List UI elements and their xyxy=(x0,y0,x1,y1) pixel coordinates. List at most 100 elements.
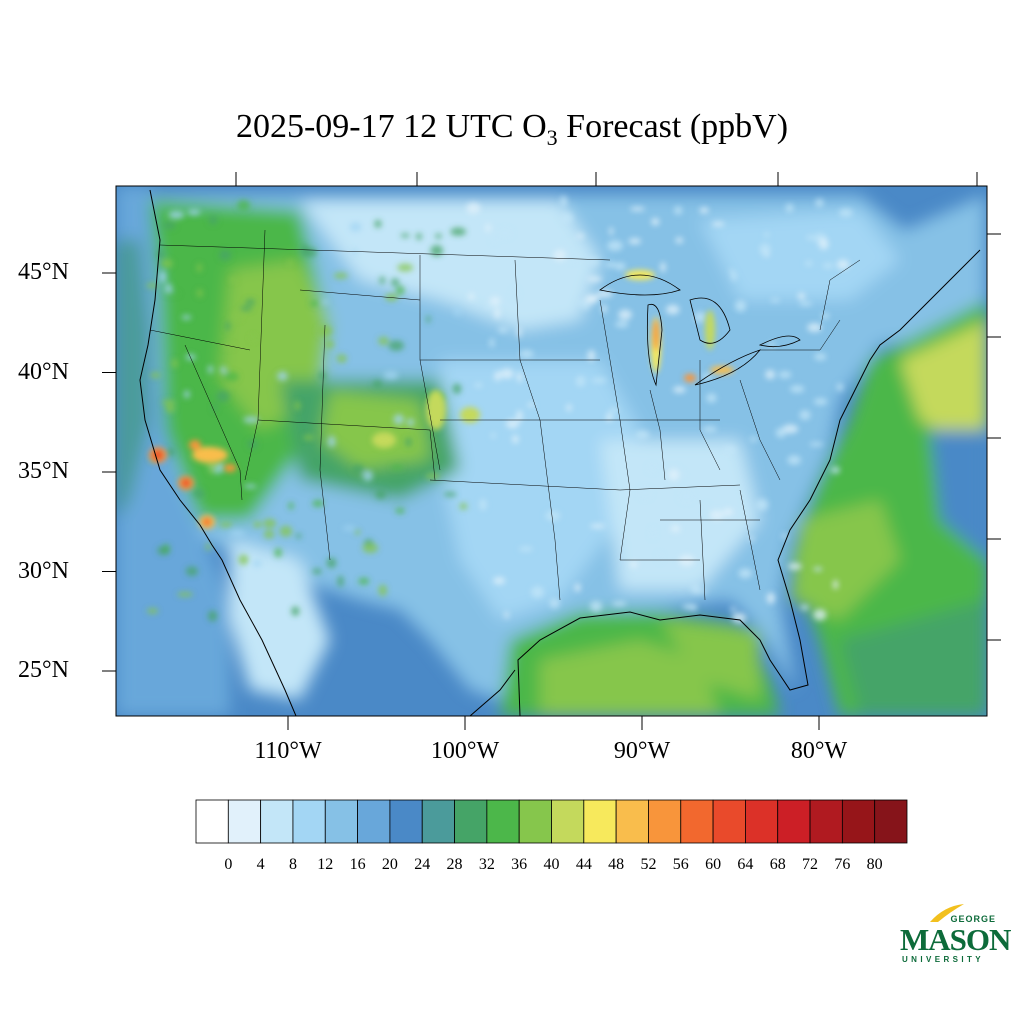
speckle xyxy=(220,366,227,374)
speckle xyxy=(162,221,176,230)
speckle xyxy=(672,386,686,393)
speckle xyxy=(185,566,198,577)
speckle xyxy=(157,546,170,556)
speckle xyxy=(575,299,590,305)
lat-label: 40°N xyxy=(18,358,69,385)
speckle xyxy=(263,529,275,539)
speckle xyxy=(443,492,457,497)
speckle xyxy=(574,583,581,593)
speckle xyxy=(489,338,495,348)
colorbar-tick-label: 28 xyxy=(446,856,463,873)
speckle xyxy=(493,576,506,585)
speckle xyxy=(782,532,787,541)
logo-main-text: MASON xyxy=(900,922,1011,957)
speckle xyxy=(385,293,398,302)
speckle xyxy=(832,579,839,590)
speckle xyxy=(628,238,642,245)
colorbar-tick-label: 40 xyxy=(543,856,560,873)
speckle xyxy=(336,354,347,363)
colorbar-tick-label: 24 xyxy=(414,856,431,873)
speckle xyxy=(635,430,650,439)
speckle xyxy=(196,263,202,273)
speckle xyxy=(519,349,534,358)
speckle xyxy=(730,271,737,282)
speckle xyxy=(809,442,824,447)
speckle xyxy=(312,499,324,508)
speckle xyxy=(383,370,399,380)
speckle xyxy=(231,312,242,321)
speckle xyxy=(379,276,385,285)
speckle xyxy=(309,300,319,307)
speckle xyxy=(759,243,771,256)
great-lakes xyxy=(599,274,801,387)
speckle xyxy=(516,410,523,422)
speckle xyxy=(395,507,405,514)
speckle xyxy=(494,371,501,382)
speckle xyxy=(405,437,412,448)
speckle xyxy=(587,349,596,362)
speckle xyxy=(161,259,173,268)
colorbar-tick-label: 12 xyxy=(317,856,334,873)
speckle xyxy=(372,380,383,388)
speckle xyxy=(416,233,422,241)
colorbar-tick-label: 44 xyxy=(575,856,592,873)
gmu-logo: GEORGE MASON UNIVERSITY xyxy=(898,902,1011,968)
speckle xyxy=(566,403,572,412)
colorbar-tick-label: 80 xyxy=(866,856,883,873)
speckle xyxy=(815,198,824,208)
speckle xyxy=(695,589,708,594)
lon-label: 90°W xyxy=(613,738,671,764)
speckle xyxy=(229,277,237,283)
speckle xyxy=(205,543,211,551)
speckle xyxy=(689,606,698,611)
speckle xyxy=(606,412,613,422)
speckle xyxy=(146,607,159,614)
speckle xyxy=(426,315,431,324)
speckle xyxy=(161,399,176,406)
speckle xyxy=(804,260,813,267)
speckle xyxy=(782,424,799,434)
speckle xyxy=(219,522,233,528)
speckle xyxy=(586,276,603,283)
speckle xyxy=(337,575,344,587)
speckle xyxy=(553,249,567,262)
speckle xyxy=(612,600,627,607)
speckle xyxy=(609,407,620,413)
lon-label: 110°W xyxy=(254,738,322,764)
speckle xyxy=(800,604,809,611)
speckle xyxy=(303,435,315,441)
speckle xyxy=(806,235,815,240)
speckle xyxy=(490,432,496,439)
speckle xyxy=(575,375,586,387)
speckle xyxy=(504,611,509,619)
speckle xyxy=(674,206,683,215)
colorbar-tick-label: 0 xyxy=(224,856,233,873)
colorbar-tick-label: 4 xyxy=(256,856,265,873)
speckle xyxy=(279,525,293,537)
speckle xyxy=(813,398,828,406)
speckle xyxy=(797,292,806,300)
speckle xyxy=(500,368,514,379)
speckle xyxy=(222,343,235,349)
colorbar-tick-label: 36 xyxy=(511,856,528,873)
speckle xyxy=(494,307,501,319)
speckle xyxy=(505,229,511,235)
speckle xyxy=(615,262,626,271)
speckle xyxy=(807,322,822,333)
speckle xyxy=(454,305,461,316)
speckle xyxy=(549,597,560,609)
speckle xyxy=(358,577,370,585)
speckle xyxy=(609,226,614,236)
speckle xyxy=(650,528,656,539)
speckle xyxy=(512,434,519,444)
speckle xyxy=(629,560,639,568)
speckle xyxy=(459,502,468,510)
speckle xyxy=(601,303,607,314)
speckle xyxy=(836,259,850,270)
speckle xyxy=(814,353,827,361)
speckle xyxy=(732,612,747,623)
speckle xyxy=(181,315,192,320)
speckle xyxy=(497,326,508,333)
speckle xyxy=(638,487,651,499)
speckle xyxy=(730,606,737,612)
